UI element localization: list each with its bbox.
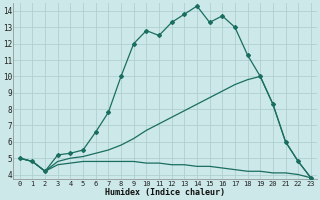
X-axis label: Humidex (Indice chaleur): Humidex (Indice chaleur) <box>105 188 225 197</box>
